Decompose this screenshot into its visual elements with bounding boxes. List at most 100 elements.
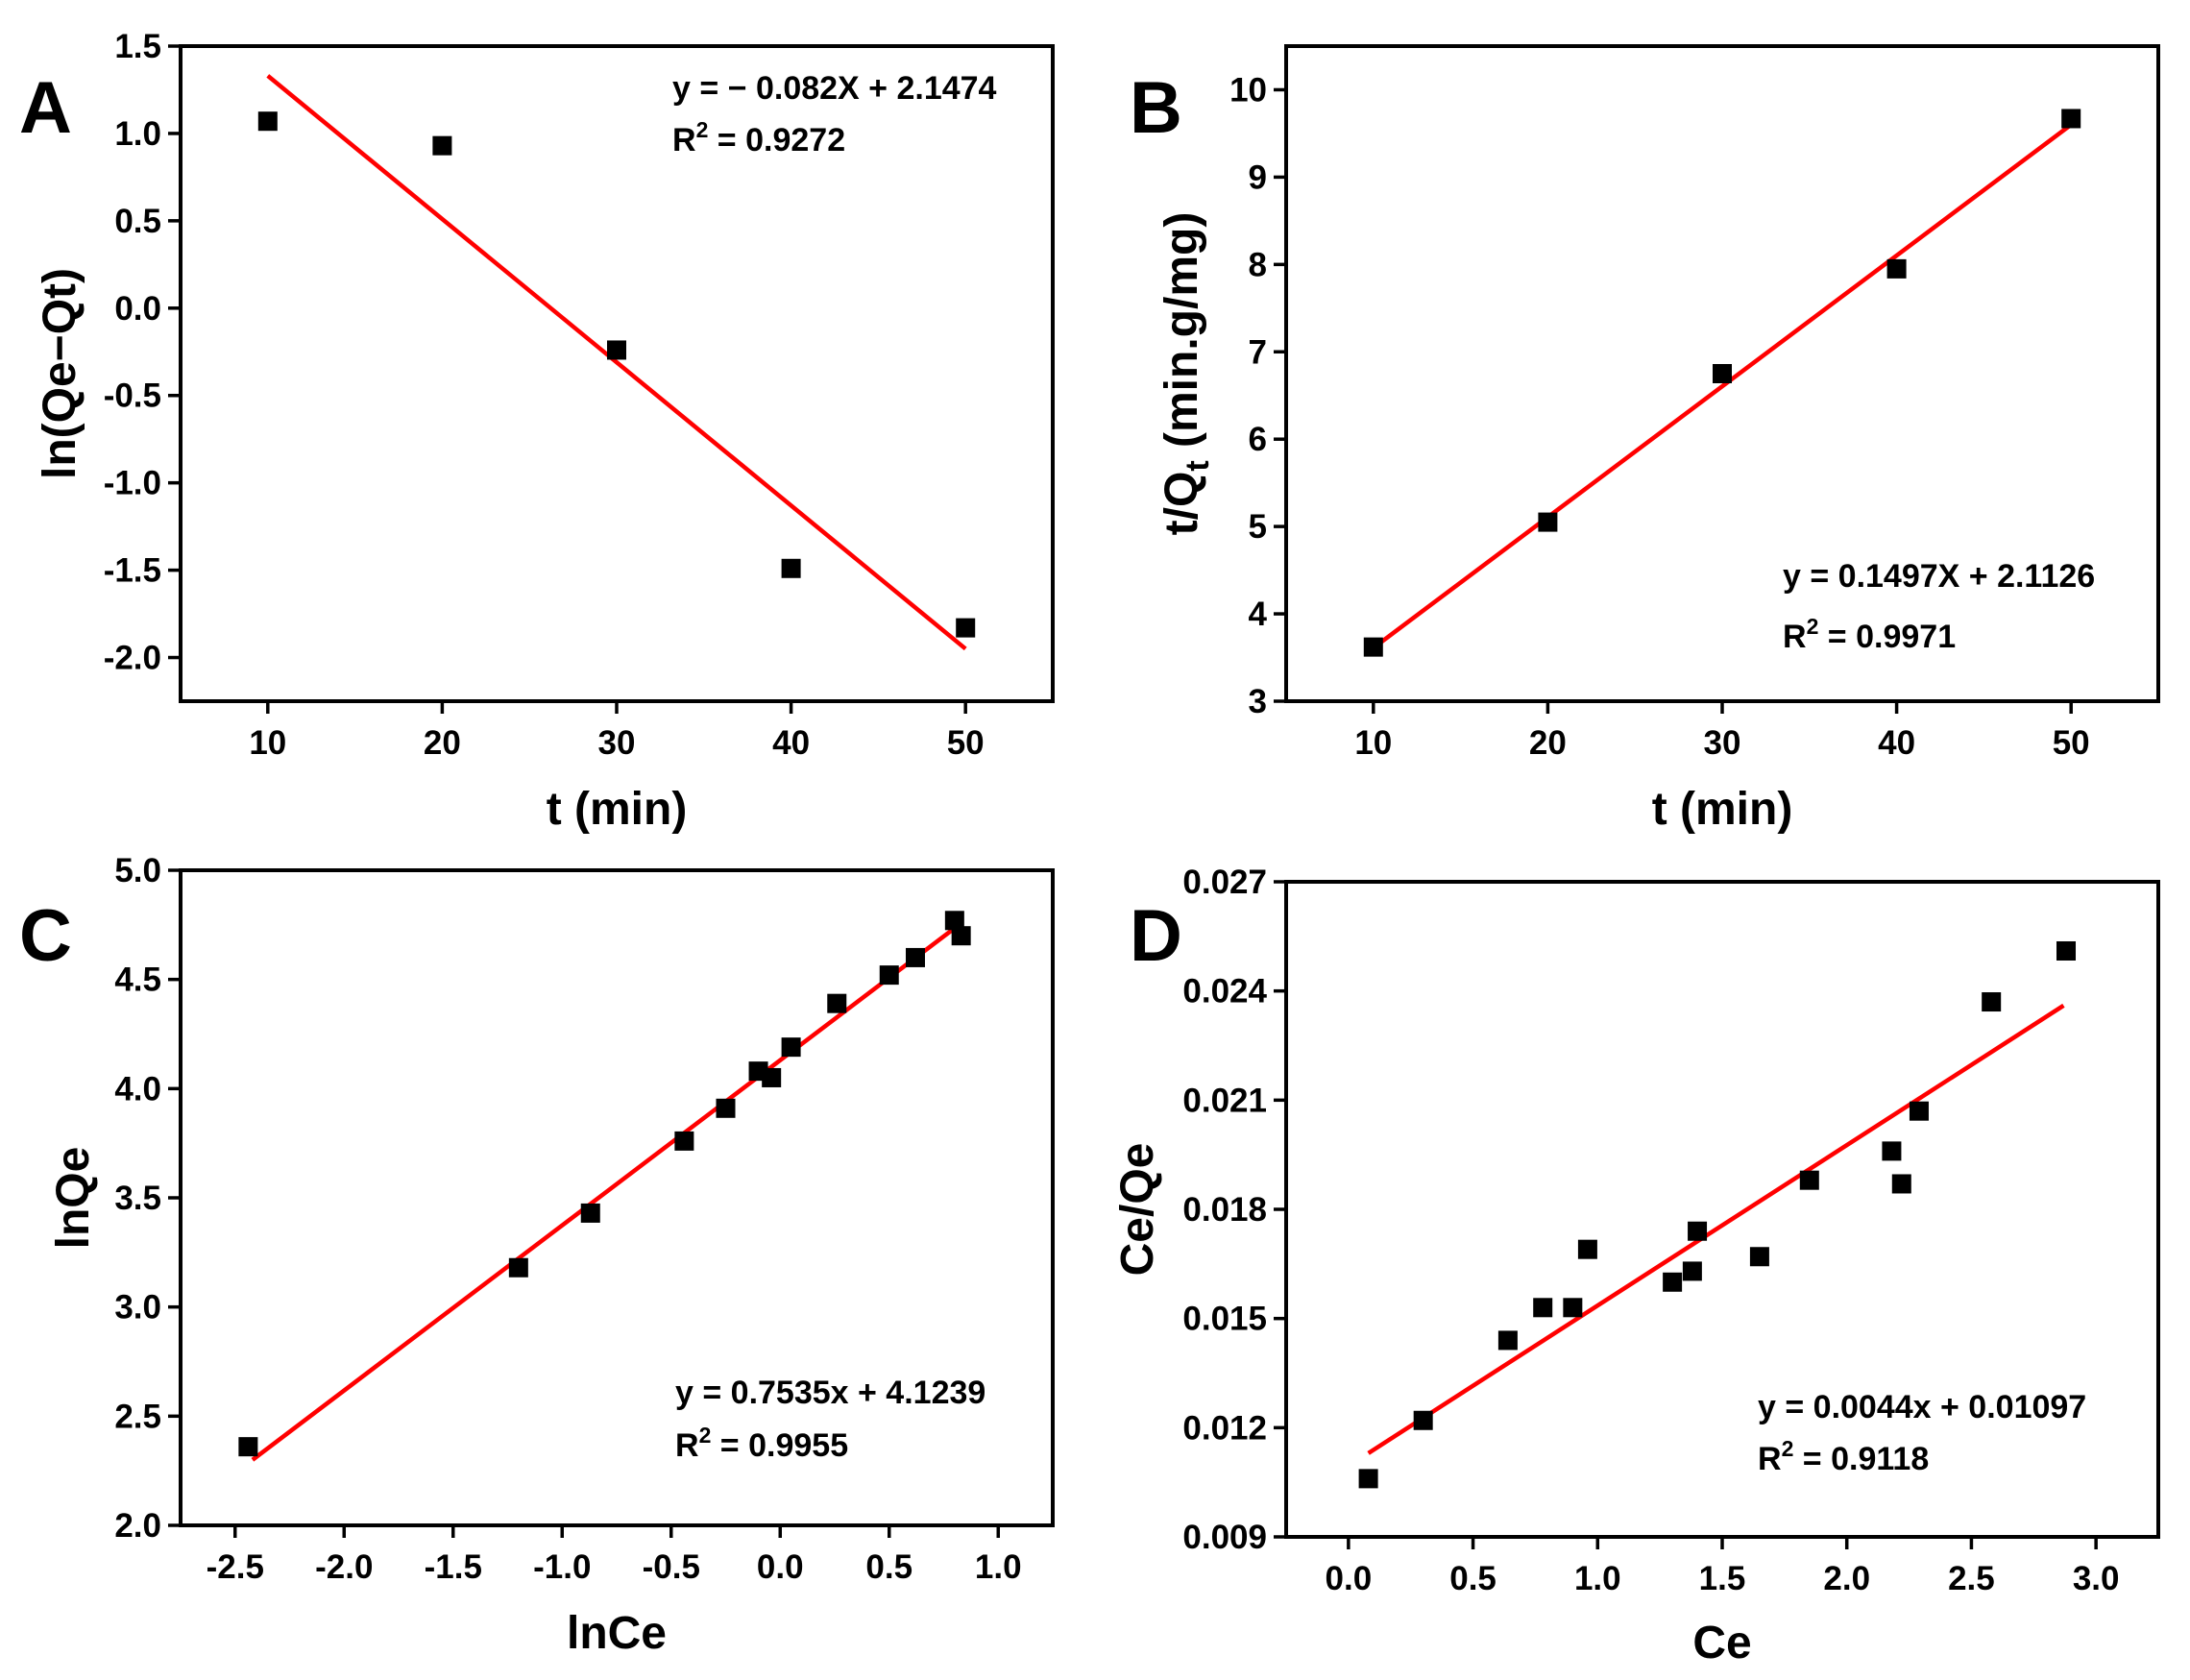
r2-value: = 0.9955: [711, 1427, 848, 1464]
panel-d-y-tick-label: 0.027: [1182, 864, 1267, 901]
panel-a-data-point: [432, 135, 452, 156]
panel-c-data-point: [905, 947, 925, 967]
panel-a-y-tick-label: -1.0: [104, 465, 161, 502]
panel-d-y-tick-label: 0.012: [1182, 1409, 1267, 1447]
panel-d-fit-line: [1367, 1003, 2065, 1455]
panel-c-data-point: [951, 926, 971, 946]
panel-d-fit-layer: [1367, 1003, 2065, 1455]
panel-d-data-point: [1497, 1330, 1518, 1351]
panel-c-data-point: [716, 1098, 736, 1118]
panel-c-data-point: [879, 965, 899, 986]
panel-d-ticks: 0.0 0.5 1.0 1.5 2.0 2.5 3.0 0.027 0.024 0.021 0.01…: [1182, 864, 2119, 1597]
panel-c-data-point: [580, 1203, 600, 1223]
panel-c-y-tick-label: 5.0: [114, 852, 161, 889]
panel-b-y-tick-label: 5: [1249, 508, 1267, 546]
panel-a-y-tick-label: -2.0: [104, 640, 161, 677]
panel-d-y-tick-label: 0.009: [1182, 1519, 1267, 1556]
r2-symbol: R: [1783, 619, 1807, 655]
panel-d-x-tick-label: 2.0: [1823, 1560, 1870, 1597]
panel-letter-d: D: [1130, 895, 1182, 977]
panel-b-y-tick-label: 6: [1249, 421, 1267, 458]
panel-c-x-tick-label: 0.0: [757, 1548, 804, 1586]
panel-a-y-tick-label: 0.0: [114, 290, 161, 328]
panel-c-data-point: [827, 993, 847, 1013]
panel-d-x-tick-label: 1.5: [1699, 1560, 1746, 1597]
panel-d-data-point: [1663, 1272, 1683, 1292]
panel-d-x-tick-label: 2.5: [1948, 1560, 1995, 1597]
panel-d-data-point: [1577, 1239, 1597, 1259]
panel-a-data-point: [257, 111, 278, 132]
panel-a-x-tick-label: 10: [249, 724, 286, 762]
panel-a-ticks: 10 20 30 40 50 1.5 1.0 0.5 0.0 -0.5 -1.0 -1.5 -2.0: [104, 28, 985, 762]
panel-c-y-tick-label: 2.5: [114, 1398, 161, 1435]
panel-b-data-point: [1713, 364, 1732, 383]
panel-d: D 0.0 0.5 1.0 1.5 2.0 2.5 3.00.0270.0240.0210.…: [1112, 864, 2160, 1668]
panel-a-y-axis-label: ln(Qe−Qt): [35, 268, 85, 479]
panel-c-data-point: [508, 1257, 528, 1278]
panel-c-y-tick-label: 4.5: [114, 962, 161, 999]
panel-d-x-axis-label: Ce: [1692, 1618, 1751, 1668]
panel-d-r-squared: R2 = 0.9118: [1758, 1436, 1929, 1477]
panel-d-x-tick-label: 1.0: [1574, 1560, 1621, 1597]
panel-d-data-point: [1533, 1298, 1553, 1318]
y-label-main: t/Q: [1156, 472, 1207, 536]
r2-value: = 0.9971: [1818, 619, 1956, 655]
panel-b: B 10 20 30 40 50 3 4 5 6 7 8 9 10 t (min) t/Qt (min.…: [1130, 44, 2160, 835]
panel-d-data-point: [1563, 1298, 1583, 1318]
panel-b-data-point: [1538, 512, 1558, 532]
panel-d-y-tick-label: 0.021: [1182, 1082, 1267, 1119]
r2-value: = 0.9118: [1793, 1441, 1929, 1477]
panel-b-x-tick-label: 50: [2053, 724, 2090, 762]
panel-d-x-tick-label: 3.0: [2073, 1560, 2120, 1597]
panel-d-frame: [1284, 880, 2160, 1539]
panel-c-data-point: [944, 911, 964, 931]
panel-a-y-tick-label: 1.0: [114, 115, 161, 153]
panel-a-fit-equation: y = − 0.082X + 2.1474: [672, 70, 997, 107]
panel-b-y-tick-label: 9: [1249, 158, 1267, 196]
y-label-unit: (min.g/mg): [1156, 212, 1207, 461]
panel-a-x-tick-label: 30: [598, 724, 636, 762]
panel-a-fit-line: [266, 74, 967, 651]
panel-b-data-point: [1886, 258, 1907, 279]
panel-c-x-tick-label: -2.5: [207, 1548, 264, 1586]
panel-a-data-point: [956, 618, 976, 638]
panel-c-r-squared: R2 = 0.9955: [675, 1423, 848, 1464]
panel-c-fit-layer: [251, 923, 961, 1462]
r2-symbol: R: [672, 122, 696, 158]
r2-superscript: 2: [1807, 614, 1819, 639]
panel-d-x-tick-label: 0.0: [1326, 1560, 1373, 1597]
panel-d-data-point: [1413, 1410, 1433, 1430]
r2-value: = 0.9272: [708, 122, 845, 158]
panel-c-x-tick-label: -1.0: [533, 1548, 591, 1586]
panel-d-data-point: [1749, 1247, 1769, 1267]
panel-c-data-point: [762, 1067, 782, 1087]
panel-b-x-tick-label: 10: [1354, 724, 1392, 762]
panel-b-data-points: [1363, 109, 2081, 657]
panel-b-y-tick-label: 10: [1229, 71, 1267, 109]
r2-symbol: R: [1758, 1441, 1782, 1477]
panel-a: A 10 20 30 40 50 1.5 1.0 0.5 0.0 -0.5 -1.0 -1.5 -2.0…: [19, 28, 1055, 835]
panel-b-y-axis-label: t/Qt (min.g/mg): [1156, 212, 1216, 536]
panel-d-y-tick-label: 0.015: [1182, 1301, 1267, 1338]
r2-symbol: R: [675, 1427, 699, 1464]
panel-b-data-point: [2061, 109, 2081, 129]
panel-b-ticks: 10 20 30 40 50 3 4 5 6 7 8 9 10: [1229, 71, 2090, 762]
panel-c-y-tick-label: 2.0: [114, 1507, 161, 1545]
panel-b-data-point: [1363, 637, 1383, 657]
panel-a-r-squared: R2 = 0.9272: [672, 117, 845, 158]
panel-c-y-tick-label: 3.5: [114, 1180, 161, 1217]
panel-c-frame: [179, 868, 1055, 1527]
panel-d-data-point: [1358, 1469, 1378, 1489]
panel-c-fit-line: [251, 923, 961, 1462]
panel-d-data-points: [1358, 940, 2077, 1489]
panel-c-y-tick-label: 3.0: [114, 1289, 161, 1327]
panel-c: C -2.5 -2.0 -1.5 -1.0 -0.5 0.0 0.5 1.0 5.0 4.5 4.0…: [19, 852, 1055, 1659]
panel-d-data-point: [1688, 1221, 1708, 1241]
panel-c-x-tick-label: -0.5: [643, 1548, 700, 1586]
panel-c-ticks: -2.5 -2.0 -1.5 -1.0 -0.5 0.0 0.5 1.0 5.0 4.5 4.0 3.…: [114, 852, 1021, 1586]
panel-b-y-tick-label: 3: [1249, 683, 1267, 720]
panel-c-data-point: [781, 1037, 801, 1058]
panel-letter-b: B: [1130, 67, 1182, 149]
panel-d-data-point: [1891, 1174, 1911, 1194]
panel-b-fit-line: [1372, 123, 2073, 650]
